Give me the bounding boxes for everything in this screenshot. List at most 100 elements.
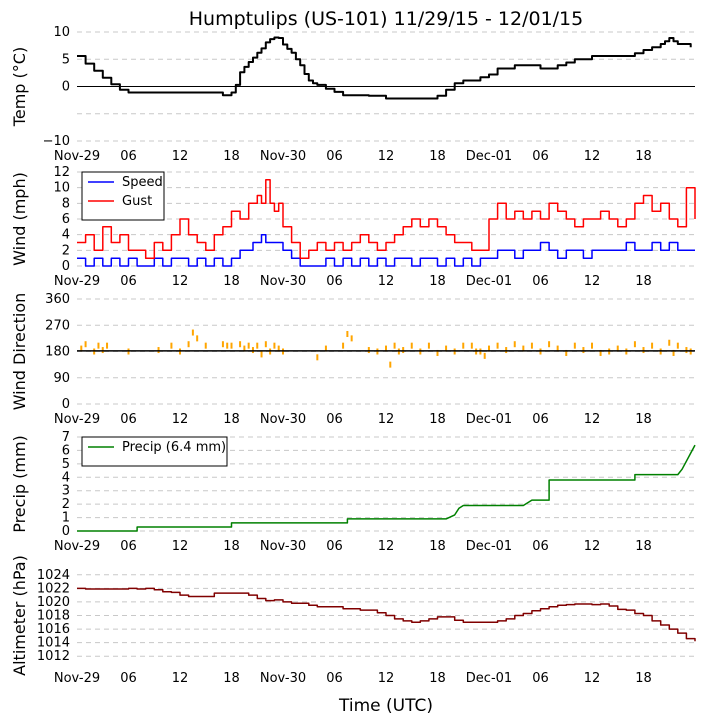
series-line-precip-6-4-mm- <box>77 444 696 532</box>
y-tick-label: 1022 <box>37 581 70 596</box>
direction-point <box>221 341 224 348</box>
x-tick-label: 12 <box>378 671 395 686</box>
direction-point <box>651 342 654 349</box>
direction-point <box>556 345 559 352</box>
y-tick-label: 0 <box>62 524 70 539</box>
direction-point <box>496 342 499 349</box>
x-tick-label: 18 <box>223 539 240 554</box>
x-tick-label: Dec-01 <box>466 539 512 554</box>
y-tick-label: 10 <box>53 25 70 40</box>
x-tick-label: Nov-30 <box>260 412 306 427</box>
direction-point <box>676 342 679 349</box>
x-tick-label: Nov-29 <box>54 149 100 164</box>
x-tick-label: Dec-01 <box>466 149 512 164</box>
y-tick-label: 360 <box>45 292 70 307</box>
y-tick-label: 10 <box>53 181 70 196</box>
direction-point <box>436 349 439 356</box>
y-tick-label: 0 <box>62 80 70 95</box>
x-tick-label: 12 <box>378 539 395 554</box>
direction-point <box>530 342 533 349</box>
y-tick-label: 1016 <box>37 622 70 637</box>
direction-point <box>393 342 396 349</box>
y-tick-label: 6 <box>62 212 70 227</box>
y-tick-label: 4 <box>62 228 70 243</box>
direction-point <box>462 342 465 349</box>
legend-label: Speed <box>122 175 163 190</box>
direction-point <box>350 335 353 342</box>
panel-wind_direction: 0 90 180 270 360 Wind Direction Nov-29 06 12 18 No… <box>10 292 695 427</box>
x-tick-label: Nov-30 <box>260 539 306 554</box>
direction-point <box>342 342 345 349</box>
direction-point <box>80 345 83 352</box>
x-tick-label: 06 <box>326 149 343 164</box>
x-tick-label: 12 <box>172 671 189 686</box>
x-tick-label: 18 <box>635 274 652 289</box>
y-tick-label: 2 <box>62 243 70 258</box>
direction-point <box>157 347 160 354</box>
y-tick-label: 90 <box>53 371 70 386</box>
x-tick-label: 06 <box>532 274 549 289</box>
y-tick-label: 2 <box>62 497 70 512</box>
x-tick-label: 06 <box>120 539 137 554</box>
x-tick-label: 06 <box>326 539 343 554</box>
x-tick-label: 06 <box>532 412 549 427</box>
direction-point <box>106 342 109 349</box>
y-axis-label: Precip (mm) <box>10 435 29 533</box>
direction-point <box>483 352 486 359</box>
series-line-temp <box>77 36 692 100</box>
series-line-gust <box>77 179 696 259</box>
direction-point <box>277 345 280 352</box>
x-tick-label: 06 <box>120 149 137 164</box>
y-axis-label: Temp (°C) <box>10 47 29 127</box>
direction-point <box>230 342 233 349</box>
direction-point <box>573 342 576 349</box>
direction-point <box>599 349 602 356</box>
x-tick-label: 18 <box>429 149 446 164</box>
x-tick-label: 12 <box>584 539 601 554</box>
legend-label: Gust <box>122 194 152 209</box>
x-tick-label: 18 <box>223 412 240 427</box>
x-tick-label: 18 <box>635 539 652 554</box>
direction-point <box>170 342 173 349</box>
y-tick-label: 0 <box>62 259 70 274</box>
x-tick-label: 12 <box>584 671 601 686</box>
direction-point <box>367 347 370 354</box>
x-tick-label: 18 <box>429 539 446 554</box>
x-tick-label: 12 <box>172 539 189 554</box>
x-tick-label: Nov-30 <box>260 149 306 164</box>
y-tick-label: 1020 <box>37 595 70 610</box>
series-line-speed <box>77 233 695 267</box>
x-tick-label: 06 <box>326 671 343 686</box>
y-axis-label: Altimeter (hPa) <box>10 555 29 676</box>
legend-box <box>81 171 165 221</box>
y-tick-label: 12 <box>53 165 70 180</box>
x-tick-label: 12 <box>172 412 189 427</box>
direction-point <box>565 349 568 356</box>
x-tick-label: 18 <box>635 149 652 164</box>
x-tick-label: 18 <box>429 274 446 289</box>
direction-point <box>385 345 387 352</box>
y-tick-label: 270 <box>45 318 70 333</box>
series-line-altimeter <box>77 587 696 642</box>
direction-point <box>316 354 319 361</box>
x-tick-label: 12 <box>378 149 395 164</box>
x-tick-label: 12 <box>584 412 601 427</box>
y-tick-label: 1024 <box>37 568 70 583</box>
direction-point <box>273 342 276 349</box>
x-tick-label: 06 <box>120 412 137 427</box>
y-tick-label: 1 <box>62 511 70 526</box>
direction-point <box>191 329 194 336</box>
x-tick-label: 12 <box>378 274 395 289</box>
y-tick-label: 1012 <box>37 649 70 664</box>
direction-point <box>196 335 199 342</box>
direction-point <box>591 342 593 349</box>
x-tick-label: 18 <box>635 412 652 427</box>
y-tick-label: 1018 <box>37 609 70 624</box>
direction-point <box>668 339 671 346</box>
legend-box <box>81 436 228 467</box>
x-tick-label: 18 <box>429 671 446 686</box>
direction-point <box>488 345 490 352</box>
y-tick-label: 4 <box>62 470 70 485</box>
direction-point <box>685 347 688 354</box>
